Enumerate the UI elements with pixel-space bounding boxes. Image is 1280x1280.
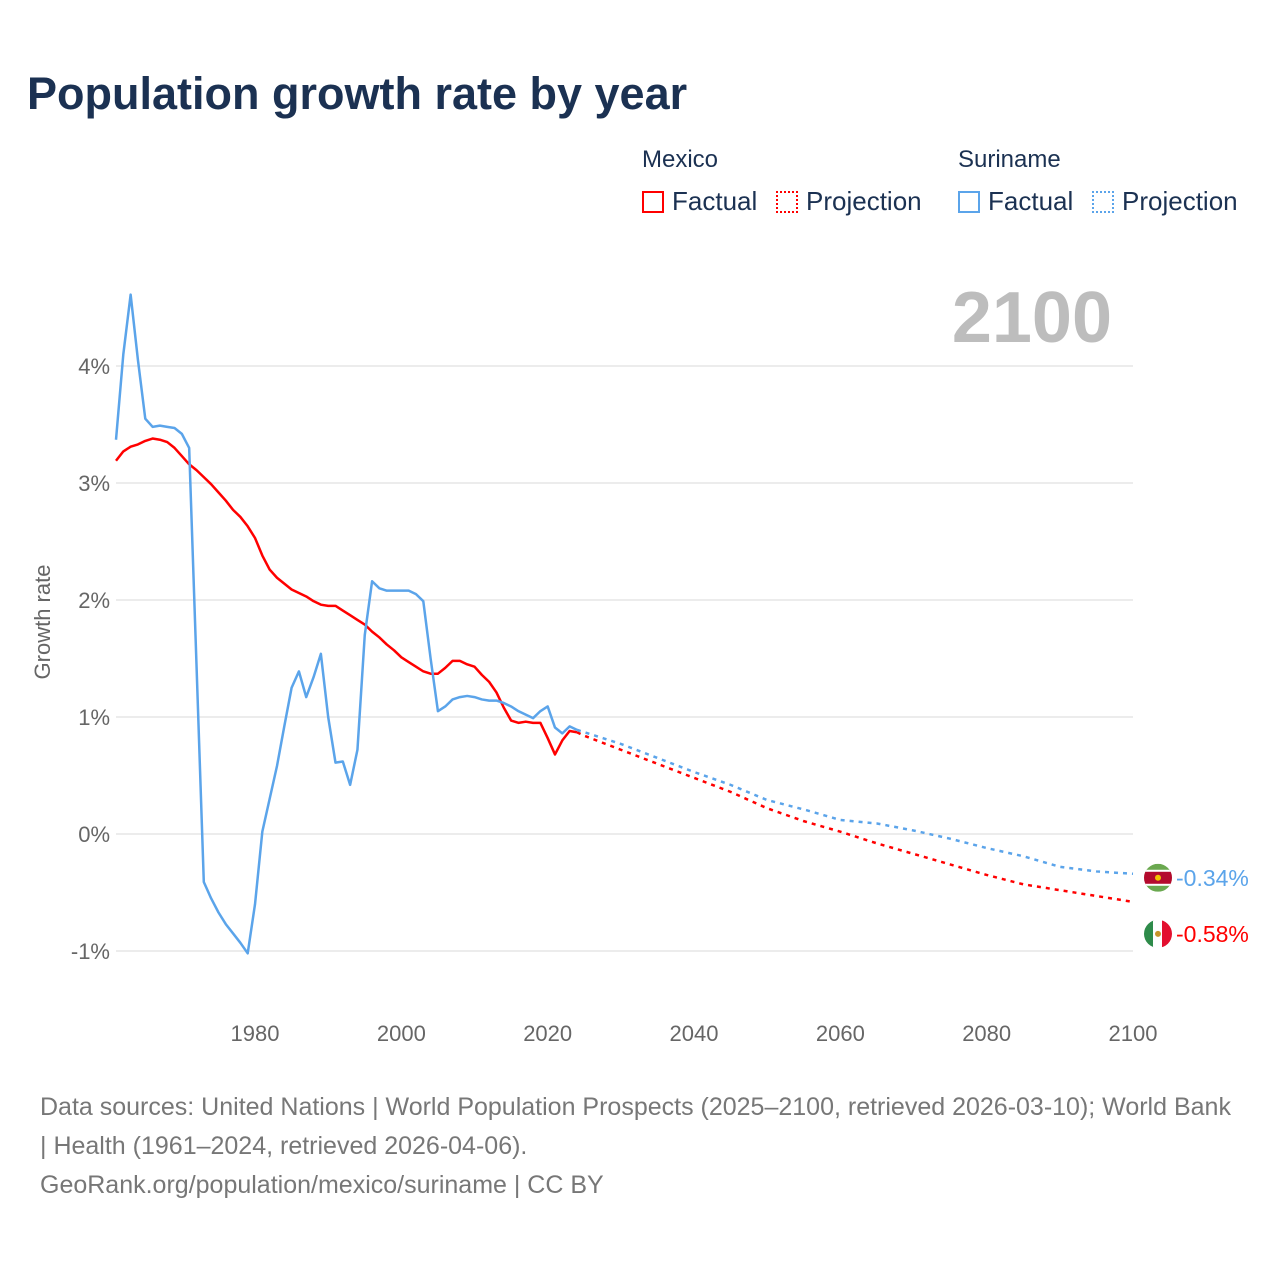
- x-tick-label: 2100: [1109, 1021, 1158, 1046]
- y-tick-label: 3%: [78, 471, 110, 496]
- y-tick-label: 0%: [78, 822, 110, 847]
- legend-suriname-projection[interactable]: Projection: [1092, 186, 1238, 217]
- legend-label: Projection: [806, 186, 922, 216]
- y-tick-label: 4%: [78, 354, 110, 379]
- solid-swatch-icon: [958, 190, 980, 213]
- line-chart: 2100 Growth rate -1% 0% 1% 2% 3% 4% 1980 2000 20…: [30, 278, 1249, 1046]
- suriname-end-label: -0.34%: [1176, 865, 1249, 891]
- solid-swatch-icon: [642, 190, 664, 213]
- mexico-end-label: -0.58%: [1176, 921, 1249, 947]
- x-tick-label: 1980: [231, 1021, 280, 1046]
- legend-suriname-heading: Suriname: [958, 146, 1061, 173]
- legend-mexico-projection[interactable]: Projection: [776, 186, 922, 217]
- data-sources: Data sources: United Nations | World Pop…: [40, 1093, 1231, 1160]
- x-tick-label: 2060: [816, 1021, 865, 1046]
- attribution-link[interactable]: GeoRank.org/population/mexico/suriname |…: [40, 1171, 604, 1199]
- suriname-projection-line: [576, 728, 1134, 876]
- dotted-swatch-icon: [776, 190, 798, 213]
- year-watermark: 2100: [952, 278, 1112, 358]
- mexico-flag-icon: [1144, 919, 1172, 948]
- x-tick-label: 2020: [523, 1021, 572, 1046]
- suriname-factual-line: [114, 293, 578, 955]
- y-tick-label: -1%: [71, 939, 110, 964]
- y-tick-label: 2%: [78, 588, 110, 613]
- legend-label: Projection: [1122, 186, 1238, 216]
- chart-title: Population growth rate by year: [27, 68, 688, 119]
- x-tick-label: 2040: [670, 1021, 719, 1046]
- suriname-flag-icon: [1144, 863, 1172, 892]
- dotted-swatch-icon: [1092, 190, 1114, 213]
- x-tick-label: 2080: [962, 1021, 1011, 1046]
- mexico-projection-line: [576, 731, 1134, 904]
- legend-label: Factual: [672, 186, 758, 216]
- x-tick-label: 2000: [377, 1021, 426, 1046]
- y-axis-label: Growth rate: [30, 565, 55, 680]
- legend-suriname-factual[interactable]: Factual: [958, 186, 1073, 217]
- footer: Data sources: United Nations | World Pop…: [40, 1088, 1240, 1205]
- legend-mexico-factual[interactable]: Factual: [642, 186, 757, 217]
- legend-mexico-heading: Mexico: [642, 146, 719, 173]
- legend-label: Factual: [988, 186, 1074, 216]
- y-tick-label: 1%: [78, 705, 110, 730]
- mexico-factual-line: [115, 437, 578, 756]
